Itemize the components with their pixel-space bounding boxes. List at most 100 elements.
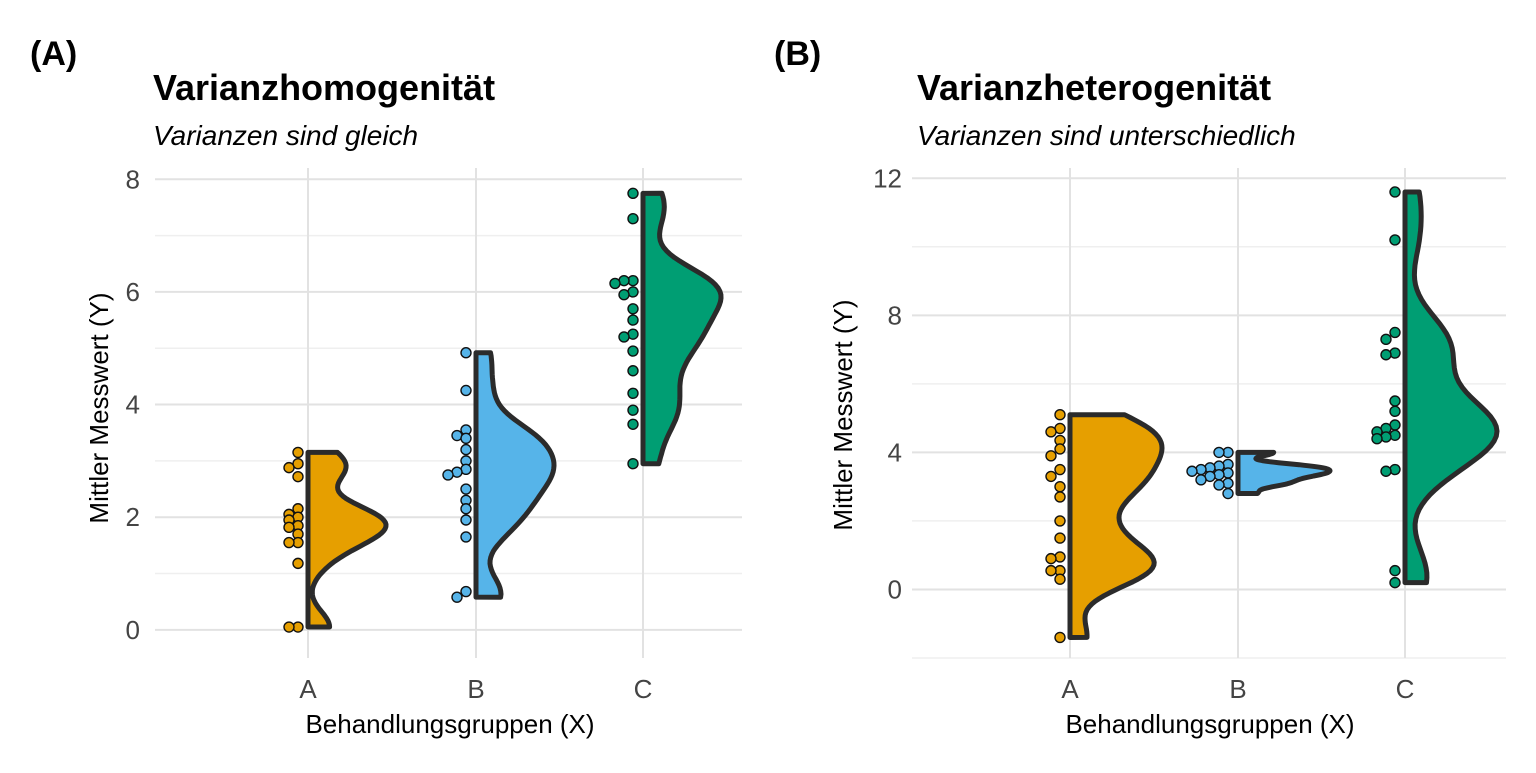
y-tick-label: 12 — [873, 163, 902, 193]
data-point — [1389, 347, 1401, 359]
data-point — [1054, 491, 1066, 503]
density-cloud — [1402, 189, 1500, 586]
data-point — [460, 347, 472, 359]
chart-a: (A) Varianzhomogenität Varianzen sind gl… — [30, 35, 742, 739]
data-point — [1389, 429, 1401, 441]
y-tick-label: 0 — [888, 574, 902, 604]
x-tick-labels: A B C — [299, 674, 652, 704]
data-point — [460, 585, 472, 598]
data-point — [1054, 532, 1066, 544]
data-point — [1371, 432, 1383, 445]
data-point — [442, 469, 454, 481]
data-point — [460, 514, 472, 526]
x-tick-label: A — [1061, 674, 1079, 704]
data-point — [460, 531, 472, 543]
data-point — [1195, 474, 1207, 486]
x-tick-label: B — [1229, 674, 1246, 704]
data-point — [460, 443, 472, 456]
data-point — [1380, 431, 1392, 443]
data-point — [1380, 349, 1392, 361]
data-point — [1045, 564, 1057, 577]
data-point — [1213, 479, 1225, 491]
data-point — [1045, 552, 1057, 565]
data-point — [1054, 631, 1066, 644]
data-point — [460, 432, 472, 445]
y-tick-label: 0 — [126, 615, 140, 645]
x-axis-label: Behandlungsgruppen (X) — [305, 709, 594, 739]
data-point — [1380, 465, 1392, 477]
panel-tag: (A) — [30, 35, 77, 73]
data-point — [283, 461, 295, 474]
data-point — [1054, 443, 1066, 455]
data-point — [627, 212, 639, 225]
data-point — [292, 446, 304, 459]
chart-title: Varianzheterogenität — [917, 67, 1271, 108]
data-point — [460, 483, 472, 495]
data-point — [460, 503, 472, 515]
data-point — [627, 303, 639, 315]
data-point — [1389, 234, 1401, 246]
data-point — [1054, 551, 1066, 563]
data-point — [1213, 446, 1225, 459]
data-point — [1389, 326, 1401, 339]
data-point — [1389, 463, 1401, 476]
x-tick-label: A — [299, 674, 317, 704]
data-point — [451, 591, 463, 603]
chart-title: Varianzhomogenität — [153, 67, 495, 108]
data-points — [283, 187, 639, 633]
y-tick-label: 8 — [126, 164, 140, 194]
x-tick-label: B — [467, 674, 484, 704]
data-point — [1222, 487, 1234, 500]
data-point — [1186, 465, 1198, 477]
data-point — [627, 365, 639, 377]
data-point — [627, 387, 639, 399]
data-point — [609, 277, 621, 290]
x-axis-label: Behandlungsgruppen (X) — [1065, 709, 1354, 739]
data-point — [283, 521, 295, 534]
data-point — [1389, 564, 1401, 577]
density-clouds — [1067, 189, 1500, 640]
data-point — [627, 187, 639, 200]
data-point — [618, 289, 630, 301]
density-cloud — [1067, 412, 1165, 640]
y-tick-label: 4 — [888, 437, 902, 467]
data-point — [1389, 405, 1401, 417]
data-point — [460, 384, 472, 397]
data-points — [1045, 186, 1401, 644]
data-point — [283, 621, 295, 633]
data-point — [627, 457, 639, 470]
data-point — [1054, 573, 1066, 585]
data-point — [1195, 463, 1207, 476]
density-cloud — [305, 449, 389, 630]
density-cloud — [473, 350, 557, 600]
data-point — [292, 470, 304, 483]
panel-a: (A) Varianzhomogenität Varianzen sind gl… — [0, 0, 768, 768]
y-axis-label: Mittler Messwert (Y) — [828, 299, 858, 530]
data-point — [627, 404, 639, 416]
data-point — [1054, 515, 1066, 527]
data-point — [292, 557, 304, 570]
x-tick-label: C — [634, 674, 653, 704]
y-tick-labels: 0 2 4 6 8 — [126, 164, 140, 645]
density-clouds — [305, 190, 724, 630]
y-tick-label: 2 — [126, 502, 140, 532]
density-cloud — [1235, 449, 1333, 497]
data-point — [1054, 463, 1066, 476]
panel-b: (B) Varianzheterogenität Varianzen sind … — [768, 0, 1536, 768]
chart-subtitle: Varianzen sind unterschiedlich — [917, 120, 1296, 151]
data-point — [1054, 480, 1066, 493]
y-tick-label: 6 — [126, 277, 140, 307]
data-point — [1380, 333, 1392, 346]
data-point — [1222, 467, 1234, 479]
data-point — [1222, 477, 1234, 489]
y-tick-label: 4 — [126, 390, 140, 420]
data-point — [1389, 576, 1401, 589]
data-point — [1054, 409, 1066, 421]
data-point — [1389, 395, 1401, 407]
data-point — [1045, 426, 1057, 438]
data-point — [1389, 186, 1401, 198]
data-point — [627, 418, 639, 430]
y-tick-label: 8 — [888, 300, 902, 330]
data-point — [627, 345, 639, 357]
data-point — [283, 536, 295, 549]
